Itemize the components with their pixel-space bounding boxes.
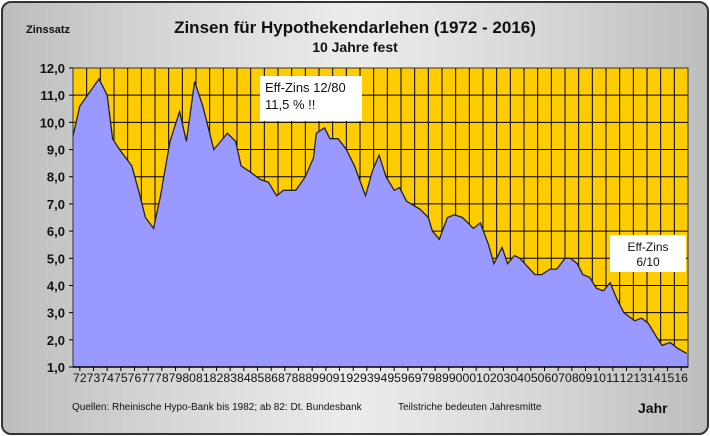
x-tick-label: 04 bbox=[510, 373, 524, 385]
x-tick-label: 14 bbox=[647, 373, 661, 385]
x-tick-label: 88 bbox=[292, 373, 306, 385]
x-tick-label: 86 bbox=[264, 373, 278, 385]
x-tick-label: 11 bbox=[606, 373, 620, 385]
data-line bbox=[72, 77, 687, 354]
source-footnote: Quellen: Rheinische Hypo-Bank bis 1982; … bbox=[72, 402, 363, 413]
y-tick-label: 7,0 bbox=[47, 197, 65, 212]
x-tick-label: 84 bbox=[237, 373, 251, 385]
x-tick-label: 76 bbox=[128, 373, 142, 385]
annotation-box bbox=[260, 76, 362, 121]
y-tick-label: 6,0 bbox=[47, 224, 65, 239]
x-tick-label: 98 bbox=[428, 373, 442, 385]
y-tick-label: 10,0 bbox=[40, 115, 65, 130]
x-tick-label: 01 bbox=[469, 373, 483, 385]
x-tick-label: 08 bbox=[565, 373, 579, 385]
x-tick-label: 83 bbox=[223, 373, 237, 385]
x-tick-label: 73 bbox=[87, 373, 101, 385]
x-tick-label: 94 bbox=[374, 373, 388, 385]
annotation-2010: Eff-Zins 6/10 bbox=[610, 235, 686, 272]
y-tick-label: 2,0 bbox=[47, 333, 65, 348]
y-tick-label: 8,0 bbox=[47, 170, 65, 185]
x-tick-label: 99 bbox=[442, 373, 456, 385]
y-tick-label: 3,0 bbox=[47, 306, 65, 321]
x-tick-label: 02 bbox=[483, 373, 497, 385]
x-tick-label: 06 bbox=[538, 373, 552, 385]
y-tick-label: 12,0 bbox=[40, 61, 65, 76]
y-tick-label: 9,0 bbox=[47, 143, 65, 158]
x-tick-label: 78 bbox=[155, 373, 169, 385]
x-tick-label: 15 bbox=[661, 373, 675, 385]
x-tick-label: 74 bbox=[100, 373, 114, 385]
annotation-1980: Eff-Zins 12/80 11,5 % !! bbox=[260, 76, 362, 121]
x-tick-label: 12 bbox=[620, 373, 634, 385]
x-tick-label: 91 bbox=[333, 373, 347, 385]
x-tick-label: 89 bbox=[305, 373, 319, 385]
x-tick-label: 97 bbox=[415, 373, 429, 385]
x-tick-label: 82 bbox=[210, 373, 224, 385]
x-tick-label: 87 bbox=[278, 373, 292, 385]
x-tick-label: 80 bbox=[182, 373, 196, 385]
chart-subtitle: 10 Jahre fest bbox=[312, 39, 398, 55]
x-tick-label: 09 bbox=[579, 373, 593, 385]
annotation-line: Eff-Zins 12/80 bbox=[265, 80, 346, 95]
x-tick-label: 77 bbox=[141, 373, 155, 385]
x-tick-label: 72 bbox=[73, 373, 87, 385]
x-axis-label: Jahr bbox=[638, 400, 668, 416]
x-tick-label: 96 bbox=[401, 373, 415, 385]
x-tick-label: 75 bbox=[114, 373, 128, 385]
y-tick-label: 5,0 bbox=[47, 251, 65, 266]
chart-title: Zinsen für Hypothekendarlehen (1972 - 20… bbox=[174, 18, 536, 37]
x-tick-label: 90 bbox=[319, 373, 333, 385]
annotation-line: 11,5 % !! bbox=[265, 97, 315, 112]
x-tick-label: 07 bbox=[551, 373, 565, 385]
x-tick-label: 85 bbox=[251, 373, 265, 385]
y-axis-label: Zinssatz bbox=[26, 24, 71, 36]
x-tick-label: 93 bbox=[360, 373, 374, 385]
x-tick-label: 00 bbox=[456, 373, 470, 385]
x-tick-label: 05 bbox=[524, 373, 538, 385]
y-tick-label: 1,0 bbox=[47, 360, 65, 375]
x-tick-label: 03 bbox=[497, 373, 511, 385]
tick-footnote: Teilstriche bedeuten Jahresmitte bbox=[398, 402, 542, 413]
annotation-line: Eff-Zins bbox=[627, 240, 668, 254]
x-tick-label: 13 bbox=[633, 373, 647, 385]
x-tick-label: 92 bbox=[346, 373, 360, 385]
annotation-box bbox=[610, 235, 686, 272]
x-tick-label: 95 bbox=[387, 373, 401, 385]
x-tick-label: 10 bbox=[592, 373, 606, 385]
x-tick-label: 79 bbox=[169, 373, 183, 385]
x-tick-label: 81 bbox=[196, 373, 210, 385]
data-area bbox=[73, 78, 688, 368]
y-tick-label: 4,0 bbox=[47, 278, 65, 293]
annotation-line: 6/10 bbox=[636, 255, 660, 269]
y-tick-label: 11,0 bbox=[40, 88, 65, 103]
x-tick-label: 16 bbox=[674, 373, 688, 385]
